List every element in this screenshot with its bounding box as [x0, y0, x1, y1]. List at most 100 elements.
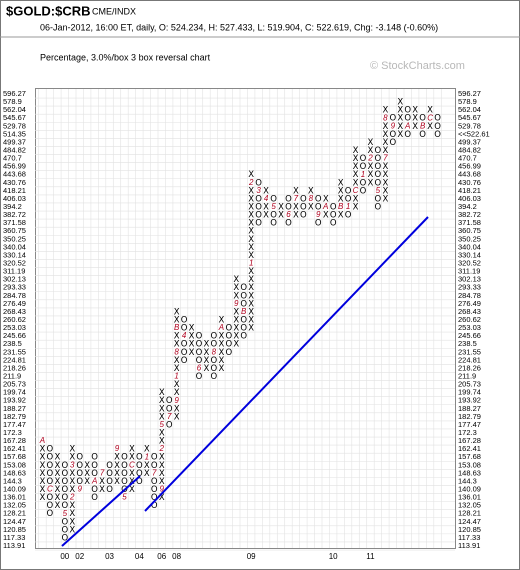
y-tick-label-right: 311.19 [458, 267, 480, 276]
month-marker: A [404, 121, 410, 130]
x-box: X [69, 501, 75, 511]
x-box: X [293, 211, 299, 221]
o-box: O [434, 122, 441, 132]
o-box: O [255, 178, 262, 188]
x-box: X [54, 501, 60, 511]
x-box: X [293, 203, 299, 213]
o-box: O [360, 162, 367, 172]
x-box: X [159, 469, 165, 479]
x-box: X [174, 332, 180, 342]
y-tick-label: 182.79 [3, 412, 26, 421]
y-tick-label: 148.63 [3, 468, 26, 477]
o-box: O [121, 453, 128, 463]
x-box: X [114, 453, 120, 463]
o-box: O [225, 348, 232, 358]
o-box: O [121, 477, 128, 487]
o-box: O [91, 493, 98, 503]
x-tick-label: 10 [329, 552, 338, 561]
month-marker: 4 [264, 194, 269, 203]
y-tick-label: 260.62 [3, 315, 26, 324]
x-box: X [338, 211, 344, 221]
x-box: X [204, 356, 210, 366]
x-box: X [84, 477, 90, 487]
month-marker: 9 [78, 485, 83, 494]
month-marker: 7 [294, 194, 299, 203]
y-tick-label-right: 340.04 [458, 242, 481, 251]
month-marker: 8 [174, 347, 179, 356]
o-box: O [106, 485, 113, 495]
o-box: O [181, 324, 188, 334]
o-box: O [106, 477, 113, 487]
y-tick-label-right: 177.47 [458, 420, 481, 429]
y-tick-label-right: 172.3 [458, 428, 477, 437]
x-box: X [248, 251, 254, 261]
o-box: O [196, 332, 203, 342]
o-box: O [91, 485, 98, 495]
x-box: X [248, 283, 254, 293]
y-tick-label: 545.67 [3, 113, 26, 122]
y-tick-label: 443.68 [3, 170, 26, 179]
x-box: X [40, 477, 46, 487]
x-box: X [233, 332, 239, 342]
o-box: O [76, 477, 83, 487]
y-tick-label: 124.47 [3, 517, 26, 526]
x-box: X [144, 445, 150, 455]
y-tick-label-right: 136.01 [458, 493, 481, 502]
month-marker: C [47, 485, 53, 494]
o-box: O [300, 211, 307, 221]
x-box: X [233, 324, 239, 334]
y-tick-label: 199.74 [3, 388, 26, 397]
x-box: X [189, 332, 195, 342]
o-box: O [196, 356, 203, 366]
o-box: O [345, 211, 352, 221]
y-tick-label-right: 238.5 [458, 339, 477, 348]
o-box: O [166, 404, 173, 414]
o-box: O [434, 130, 441, 140]
y-tick-label-right: 406.03 [458, 194, 481, 203]
x-box: X [159, 428, 165, 438]
o-box: O [136, 477, 143, 487]
x-box: X [159, 396, 165, 406]
y-tick-label: 218.26 [3, 363, 26, 372]
y-tick-label-right: 193.92 [458, 396, 481, 405]
x-box: X [382, 130, 388, 140]
y-tick-label: 188.27 [3, 404, 26, 413]
x-box: X [248, 235, 254, 245]
o-box: O [225, 332, 232, 342]
o-box: O [151, 493, 158, 503]
x-box: X [323, 194, 329, 204]
month-marker: 2 [248, 178, 254, 187]
x-box: X [278, 203, 284, 213]
month-marker: A [91, 477, 97, 486]
month-marker: 5 [271, 202, 276, 211]
o-box: O [106, 461, 113, 471]
y-tick-label-right: 529.78 [458, 121, 481, 130]
x-box: X [114, 477, 120, 487]
o-box: O [240, 291, 247, 301]
x-box: X [368, 138, 374, 148]
y-tick-label: 120.85 [3, 525, 26, 534]
o-box: O [300, 203, 307, 213]
x-tick-label: 08 [172, 552, 181, 561]
o-box: O [47, 445, 54, 455]
x-box: X [248, 243, 254, 253]
o-box: O [47, 469, 54, 479]
o-box: O [270, 194, 277, 204]
x-box: X [248, 219, 254, 229]
o-box: O [61, 517, 68, 527]
y-tick-label: 140.09 [3, 484, 26, 493]
month-marker: B [338, 202, 344, 211]
x-box: X [84, 461, 90, 471]
x-box: X [353, 178, 359, 188]
x-box: X [40, 453, 46, 463]
x-box: X [248, 186, 254, 196]
o-box: O [61, 501, 68, 511]
o-box: O [375, 146, 382, 156]
y-tick-label-right: 162.41 [458, 444, 481, 453]
y-tick-label-right: 484.82 [458, 145, 481, 154]
o-box: O [151, 453, 158, 463]
y-tick-label: 394.2 [3, 202, 22, 211]
y-tick-label: 499.37 [3, 137, 26, 146]
y-tick-label-right: 302.13 [458, 275, 481, 284]
